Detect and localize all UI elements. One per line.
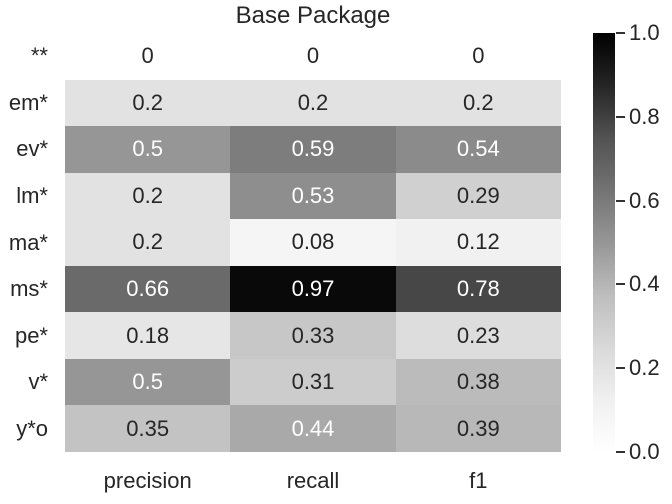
cell-value: 0.38 [456,369,500,395]
heatmap-grid: 0 0 0 0.2 0.2 0.2 0.5 0.59 0.54 0.2 0.53 0.29 0.2 0.0… [65,33,561,452]
cell-value: 0.23 [456,322,500,348]
cell-value: 0.2 [132,89,163,115]
cell-value: 0.29 [456,182,500,208]
row-label: ms* [10,276,48,302]
heatmap-cell: 0.18 [65,312,231,359]
heatmap-cell: 0.2 [395,79,561,127]
heatmap-cell: 0.44 [230,405,396,452]
x-axis-labels: precision recall f1 [65,464,561,498]
cell-value: 0.2 [297,89,329,115]
colorbar-tick-mark [616,283,625,286]
heatmap-cell: 0.2 [65,172,231,220]
heatmap-cell: 0.2 [65,219,231,266]
cell-value: 0.08 [291,229,335,255]
heatmap-cell: 0 [230,33,396,80]
cell-value: 0 [472,43,485,69]
column-label: precision [103,468,192,493]
cell-value: 0.5 [132,136,163,162]
colorbar-tick-label: 0.4 [629,271,660,297]
heatmap-cell: 0.33 [230,312,396,359]
heatmap-cell: 0.66 [65,265,231,313]
colorbar-tick-mark [616,32,625,34]
row-label: em* [8,89,48,115]
column-label: f1 [469,468,488,493]
cell-value: 0.78 [456,276,500,302]
heatmap-cell: 0.31 [230,358,396,406]
cell-value: 0.39 [456,415,500,441]
column-label: recall [286,468,340,493]
heatmap-cell: 0.2 [65,79,231,127]
cell-value: 0 [306,43,320,69]
heatmap-cell: 0 [65,33,231,80]
cell-value: 0.53 [291,182,335,208]
chart-title: Base Package [235,2,391,29]
heatmap-cell: 0.23 [395,312,561,359]
cell-value: 0.59 [291,136,335,162]
cell-value: 0.18 [126,322,170,348]
colorbar-tick-label: 0.2 [629,355,660,381]
cell-value: 0.31 [291,369,335,395]
cell-value: 0.97 [291,276,335,302]
colorbar-tick-label: 0.0 [629,439,660,464]
row-label: pe* [14,322,48,348]
heatmap-cell: 0.38 [395,358,561,406]
cell-value: 0.66 [126,276,170,302]
heatmap-cell: 0.54 [395,126,561,173]
cell-value: 0.33 [291,322,335,348]
heatmap-cell: 0.29 [395,172,561,220]
row-label: ** [30,43,48,69]
heatmap-cell: 0.78 [395,265,561,313]
heatmap-cell: 0.59 [230,126,396,173]
heatmap-cell: 0.08 [230,219,396,266]
row-label: ma* [8,229,48,255]
cell-value: 0.5 [132,369,163,395]
y-axis-labels: ** em* ev* lm* ma* ms* pe* v* y*o [0,33,50,452]
heatmap-cell: 0.53 [230,172,396,220]
row-label: v* [28,369,48,395]
heatmap-cell: 0.2 [230,79,396,127]
row-label: ev* [16,136,48,162]
heatmap-cell: 0.5 [65,126,231,173]
heatmap-cell: 0.35 [65,405,231,452]
heatmap-cell: 0.12 [395,219,561,266]
heatmap-cell: 0.5 [65,358,231,406]
colorbar-gradient [593,33,615,452]
cell-value: 0.54 [456,136,500,162]
cell-value: 0.2 [132,182,163,208]
cell-value: 0 [141,43,154,69]
heatmap-cell: 0 [395,33,561,80]
cell-value: 0.35 [126,415,170,441]
heatmap-cell: 0.39 [395,405,561,452]
heatmap-cell: 0.97 [230,265,396,313]
cell-value: 0.2 [463,89,494,115]
colorbar-ticks: 0.0 0.2 0.4 0.6 0.8 1.0 [615,20,672,464]
colorbar-tick-label: 0.6 [629,187,660,213]
colorbar-tick-label: 1.0 [629,20,660,45]
row-label: lm* [16,182,48,208]
colorbar-tick-mark [616,199,625,202]
cell-value: 0.2 [132,229,163,255]
colorbar-tick-mark [616,451,625,453]
colorbar-tick-mark [616,367,625,370]
colorbar-tick-mark [616,115,625,118]
cell-value: 0.44 [291,415,335,441]
row-label: y*o [16,415,48,441]
cell-value: 0.12 [456,229,500,255]
colorbar-tick-label: 0.8 [629,103,660,129]
